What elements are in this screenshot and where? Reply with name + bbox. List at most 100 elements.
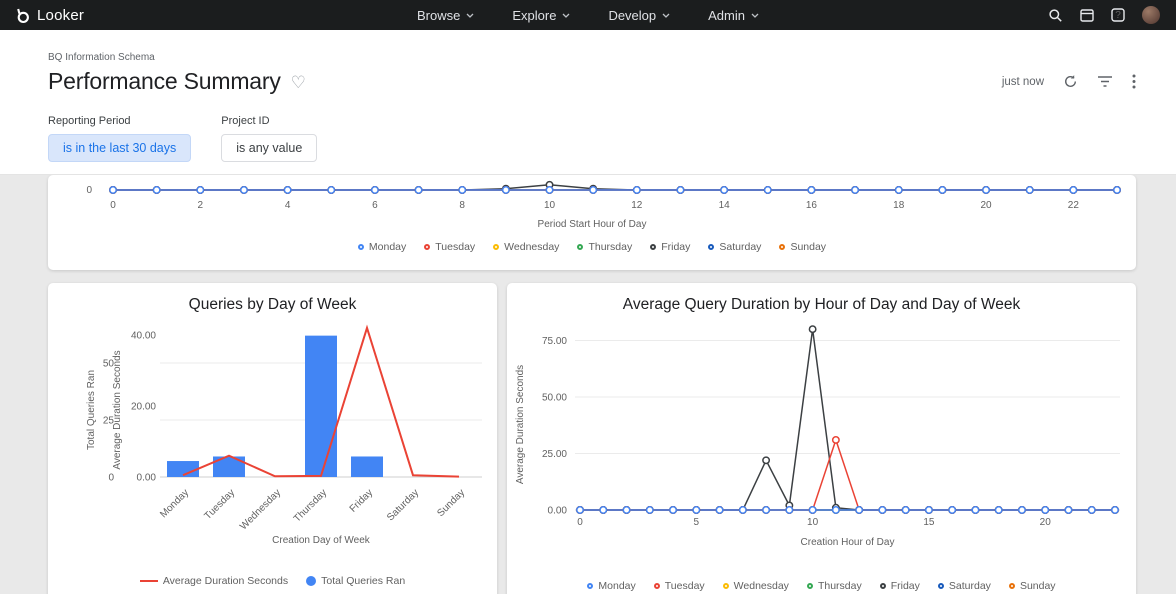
legend-item-saturday[interactable]: Saturday <box>708 241 761 253</box>
legend-swatch <box>708 244 715 250</box>
legend-swatch <box>937 583 944 589</box>
project-id-filter[interactable]: is any value <box>221 134 318 162</box>
legend-item-sunday[interactable]: Sunday <box>1008 580 1056 592</box>
legend-label: Friday <box>890 580 920 592</box>
svg-text:40.00: 40.00 <box>131 331 156 342</box>
svg-text:25: 25 <box>103 416 115 427</box>
nav-item-label: Explore <box>512 7 557 23</box>
legend-item-tuesday[interactable]: Tuesday <box>424 241 475 253</box>
legend-item-saturday[interactable]: Saturday <box>937 580 991 592</box>
svg-text:2: 2 <box>198 200 204 211</box>
legend-item-friday[interactable]: Friday <box>650 241 690 253</box>
legend-swatch <box>806 583 813 589</box>
brand-name[interactable]: Looker <box>37 6 85 24</box>
legend-item-thursday[interactable]: Thursday <box>577 241 632 253</box>
svg-text:Monday: Monday <box>158 487 191 520</box>
svg-text:20: 20 <box>980 200 992 211</box>
search-icon[interactable] <box>1048 8 1063 23</box>
nav-item-label: Develop <box>608 7 657 23</box>
chevron-down-icon <box>466 13 474 18</box>
looker-logo[interactable] <box>14 7 31 24</box>
legend-item-monday[interactable]: Monday <box>357 241 407 253</box>
chart-card-queries-by-day: Queries by Day of Week 0 25 50 0.00 20.00 40.… <box>48 283 497 594</box>
legend-label: Sunday <box>1019 580 1056 592</box>
svg-text:10: 10 <box>807 517 819 528</box>
legend-item-thursday[interactable]: Thursday <box>806 580 862 592</box>
legend-swatch <box>139 580 158 582</box>
nav-item-admin[interactable]: Admin <box>708 8 759 23</box>
legend-label: Thursday <box>588 241 633 253</box>
svg-text:50: 50 <box>103 359 115 370</box>
kebab-menu-icon[interactable] <box>1132 74 1136 89</box>
nav-item-explore[interactable]: Explore <box>512 8 570 23</box>
legend-swatch <box>1008 583 1015 589</box>
svg-text:25.00: 25.00 <box>542 449 567 460</box>
svg-text:50.00: 50.00 <box>542 393 567 404</box>
svg-text:20.00: 20.00 <box>131 402 156 413</box>
avatar[interactable] <box>1142 6 1160 24</box>
legend-item-wednesday[interactable]: Wednesday <box>493 241 559 253</box>
queries-by-day-chart[interactable]: 0 25 50 0.00 20.00 40.00 Total Queries Ran Aver… <box>48 319 497 559</box>
filter-bar: Reporting Period is in the last 30 days … <box>48 115 1176 162</box>
legend-label: Tuesday <box>435 241 476 253</box>
svg-text:4: 4 <box>285 200 291 211</box>
legend-item-average-duration-seconds[interactable]: Average Duration Seconds <box>139 575 289 587</box>
x-axis-title: Creation Day of Week <box>272 535 371 546</box>
legend-label: Total Queries Ran <box>321 575 406 587</box>
nav-item-browse[interactable]: Browse <box>417 8 474 23</box>
legend-swatch <box>779 244 786 250</box>
refresh-status: just now <box>1001 75 1044 88</box>
legend-label: Average Duration Seconds <box>162 575 289 587</box>
legend-label: Friday <box>661 241 691 253</box>
legend-item-friday[interactable]: Friday <box>879 580 920 592</box>
page-title: Performance Summary <box>48 68 281 94</box>
y-axis-title: Average Duration Seconds <box>515 365 526 484</box>
legend-swatch <box>357 244 364 250</box>
left-y-axis-title: Total Queries Ran <box>86 370 97 450</box>
chart-card-avg-duration: Average Query Duration by Hour of Day an… <box>507 283 1136 594</box>
legend-swatch <box>587 583 594 589</box>
svg-text:22: 22 <box>1068 200 1080 211</box>
legend-label: Monday <box>368 241 407 253</box>
svg-text:0: 0 <box>577 517 583 528</box>
marketplace-icon[interactable] <box>1080 8 1094 22</box>
looker-logo-icon <box>17 8 29 23</box>
chart-legend: Monday Tuesday Wednesday Thursday Friday Satu… <box>48 241 1136 253</box>
nav-item-label: Admin <box>708 7 745 23</box>
refresh-icon[interactable] <box>1063 74 1078 89</box>
reporting-period-filter[interactable]: is in the last 30 days <box>48 134 192 162</box>
nav-item-label: Browse <box>417 7 461 23</box>
chart-legend: Monday Tuesday Wednesday Thursday Friday Satu… <box>507 580 1136 592</box>
svg-text:0: 0 <box>110 200 116 211</box>
legend-item-total-queries-ran[interactable]: Total Queries Ran <box>306 575 405 587</box>
svg-text:16: 16 <box>806 200 818 211</box>
svg-text:18: 18 <box>893 200 905 211</box>
legend-swatch <box>722 583 729 589</box>
legend-swatch <box>650 244 657 250</box>
chevron-down-icon <box>751 13 759 18</box>
legend-item-monday[interactable]: Monday <box>587 580 636 592</box>
legend-item-tuesday[interactable]: Tuesday <box>653 580 705 592</box>
legend-label: Saturday <box>719 241 762 253</box>
legend-item-sunday[interactable]: Sunday <box>779 241 826 253</box>
svg-text:0.00: 0.00 <box>548 506 568 517</box>
legend-label: Wednesday <box>733 580 789 592</box>
chart-card-queries-by-hour: 0 0 2 4 6 8 10 12 14 16 18 20 22 Period Start Hour o… <box>48 175 1136 270</box>
favorite-heart-icon[interactable]: ♡ <box>290 72 306 92</box>
svg-text:5: 5 <box>694 517 700 528</box>
dashboard-filters-icon[interactable] <box>1097 75 1113 88</box>
svg-text:0.00: 0.00 <box>137 473 157 484</box>
legend-item-wednesday[interactable]: Wednesday <box>722 580 789 592</box>
svg-text:?: ? <box>1115 10 1121 21</box>
svg-text:Wednesday: Wednesday <box>238 487 283 532</box>
avg-duration-chart[interactable]: 0.00 25.00 50.00 75.00 Average Duration Seco… <box>507 319 1136 564</box>
svg-text:12: 12 <box>631 200 643 211</box>
help-icon[interactable]: ? <box>1111 8 1125 22</box>
filter-label-reporting-period: Reporting Period <box>48 115 131 127</box>
breadcrumb[interactable]: BQ Information Schema <box>48 52 155 63</box>
svg-text:Saturday: Saturday <box>385 487 421 523</box>
legend-swatch <box>306 576 317 586</box>
queries-by-hour-chart[interactable]: 0 0 2 4 6 8 10 12 14 16 18 20 22 <box>48 175 1136 213</box>
nav-item-develop[interactable]: Develop <box>608 8 670 23</box>
chevron-down-icon <box>662 13 670 18</box>
